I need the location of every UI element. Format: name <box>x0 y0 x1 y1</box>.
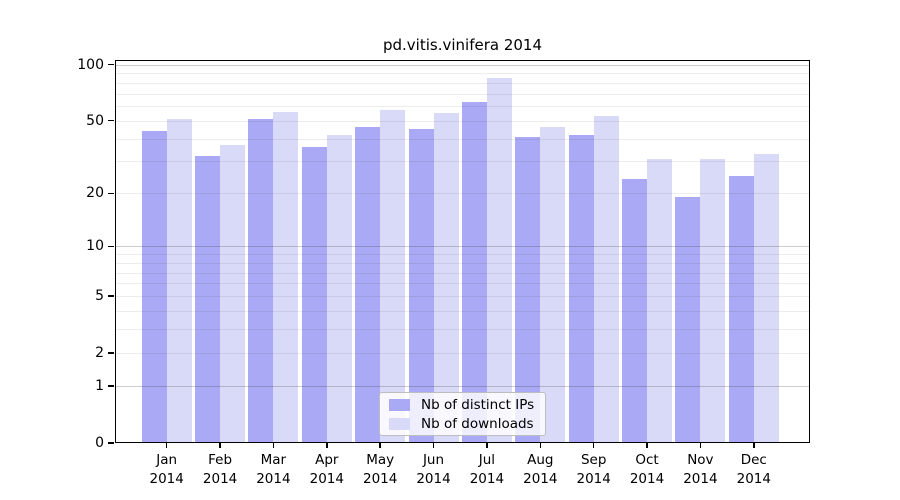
y-tick-mark-10 <box>108 245 114 248</box>
gridline-7 <box>115 272 810 274</box>
bar-feb-distinct-ips <box>195 156 221 443</box>
bar-nov-downloads <box>700 158 726 443</box>
bar-jul-distinct-ips <box>461 102 487 443</box>
gridline-100 <box>115 64 810 66</box>
x-tick-mark-mar <box>272 443 275 448</box>
y-tick-label-20: 20 <box>86 185 104 202</box>
x-tick-mark-apr <box>326 443 328 448</box>
x-tick-label-dec: Dec 2014 <box>736 452 771 487</box>
y-tick-label-10: 10 <box>86 238 104 255</box>
legend-swatch-downloads <box>389 417 410 430</box>
x-tick-label-may: May 2014 <box>363 452 398 487</box>
bar-dec-distinct-ips <box>728 175 754 443</box>
gridline-1 <box>115 386 810 388</box>
x-tick-mark-may <box>379 443 381 448</box>
plot-area <box>115 60 810 443</box>
x-tick-mark-feb <box>219 443 221 448</box>
x-tick-mark-jun <box>432 443 435 448</box>
y-tick-mark-5 <box>108 295 114 297</box>
y-tick-label-1: 1 <box>95 378 104 395</box>
bar-nov-distinct-ips <box>675 197 701 443</box>
x-tick-mark-nov <box>699 443 702 448</box>
gridline-60 <box>115 105 810 107</box>
bar-jun-distinct-ips <box>408 129 434 443</box>
gridline-9 <box>115 254 810 256</box>
gridline-3 <box>115 329 810 331</box>
x-tick-label-jun: Jun 2014 <box>416 452 451 487</box>
gridline-50 <box>115 120 810 122</box>
gridline-70 <box>115 93 810 95</box>
bar-may-distinct-ips <box>355 127 381 443</box>
gridline-2 <box>115 352 810 354</box>
gridline-80 <box>115 82 810 84</box>
x-tick-label-jul: Jul 2014 <box>469 452 505 487</box>
legend-label-distinct-ips: Nb of distinct IPs <box>421 396 535 413</box>
bar-aug-distinct-ips <box>515 136 541 443</box>
gridline-6 <box>115 283 810 285</box>
gridline-5 <box>115 296 810 298</box>
bar-apr-distinct-ips <box>301 146 327 443</box>
y-tick-mark-20 <box>108 192 114 195</box>
bar-sep-distinct-ips <box>568 134 594 443</box>
bar-aug-downloads <box>540 127 566 443</box>
x-tick-label-apr: Apr 2014 <box>309 452 344 487</box>
y-tick-mark-0 <box>108 442 114 444</box>
x-tick-mark-jan <box>165 443 168 448</box>
y-tick-mark-2 <box>108 352 114 354</box>
x-tick-mark-aug <box>539 443 541 448</box>
bar-apr-downloads <box>326 134 352 443</box>
y-tick-label-5: 5 <box>95 288 104 305</box>
bar-dec-downloads <box>753 153 779 443</box>
bar-jul-downloads <box>486 77 512 443</box>
y-tick-label-2: 2 <box>95 344 104 361</box>
legend-label-downloads: Nb of downloads <box>421 415 534 432</box>
x-tick-mark-jul <box>486 443 488 448</box>
gridline-8 <box>115 262 810 264</box>
y-tick-mark-100 <box>108 63 114 66</box>
legend-swatch-distinct-ips <box>389 398 410 411</box>
gridline-90 <box>115 73 810 75</box>
bar-oct-downloads <box>647 158 673 443</box>
x-tick-label-jan: Jan 2014 <box>149 452 184 487</box>
gridline-40 <box>115 138 810 140</box>
bar-jan-downloads <box>166 119 192 443</box>
x-tick-label-nov: Nov 2014 <box>683 452 718 487</box>
gridline-10 <box>115 246 810 248</box>
y-tick-label-50: 50 <box>86 112 104 129</box>
x-tick-label-sep: Sep 2014 <box>576 452 611 487</box>
y-tick-label-0: 0 <box>95 435 104 451</box>
x-tick-label-aug: Aug 2014 <box>523 452 558 487</box>
x-tick-mark-sep <box>592 443 595 448</box>
chart-title: pd.vitis.vinifera 2014 <box>382 36 543 54</box>
x-tick-label-oct: Oct 2014 <box>629 452 665 487</box>
x-tick-mark-oct <box>646 443 648 448</box>
y-tick-mark-1 <box>108 385 114 387</box>
y-tick-mark-50 <box>108 119 114 122</box>
x-tick-label-feb: Feb 2014 <box>202 452 238 487</box>
gridline-20 <box>115 193 810 195</box>
legend-row-downloads: Nb of downloads <box>389 416 536 432</box>
bar-sep-downloads <box>593 115 619 443</box>
bar-mar-downloads <box>273 111 299 443</box>
x-tick-mark-dec <box>753 443 755 448</box>
legend: Nb of distinct IPs Nb of downloads <box>379 392 546 436</box>
bar-jan-distinct-ips <box>141 130 167 443</box>
bar-mar-distinct-ips <box>248 119 274 443</box>
gridline-4 <box>115 311 810 312</box>
bar-may-downloads <box>380 110 406 443</box>
gridline-30 <box>115 161 810 163</box>
bar-jun-downloads <box>433 112 459 443</box>
bar-feb-downloads <box>220 144 246 443</box>
legend-row-distinct-ips: Nb of distinct IPs <box>389 397 536 413</box>
y-tick-label-100: 100 <box>77 56 104 73</box>
bar-oct-distinct-ips <box>622 179 648 443</box>
x-tick-label-mar: Mar 2014 <box>256 452 291 487</box>
